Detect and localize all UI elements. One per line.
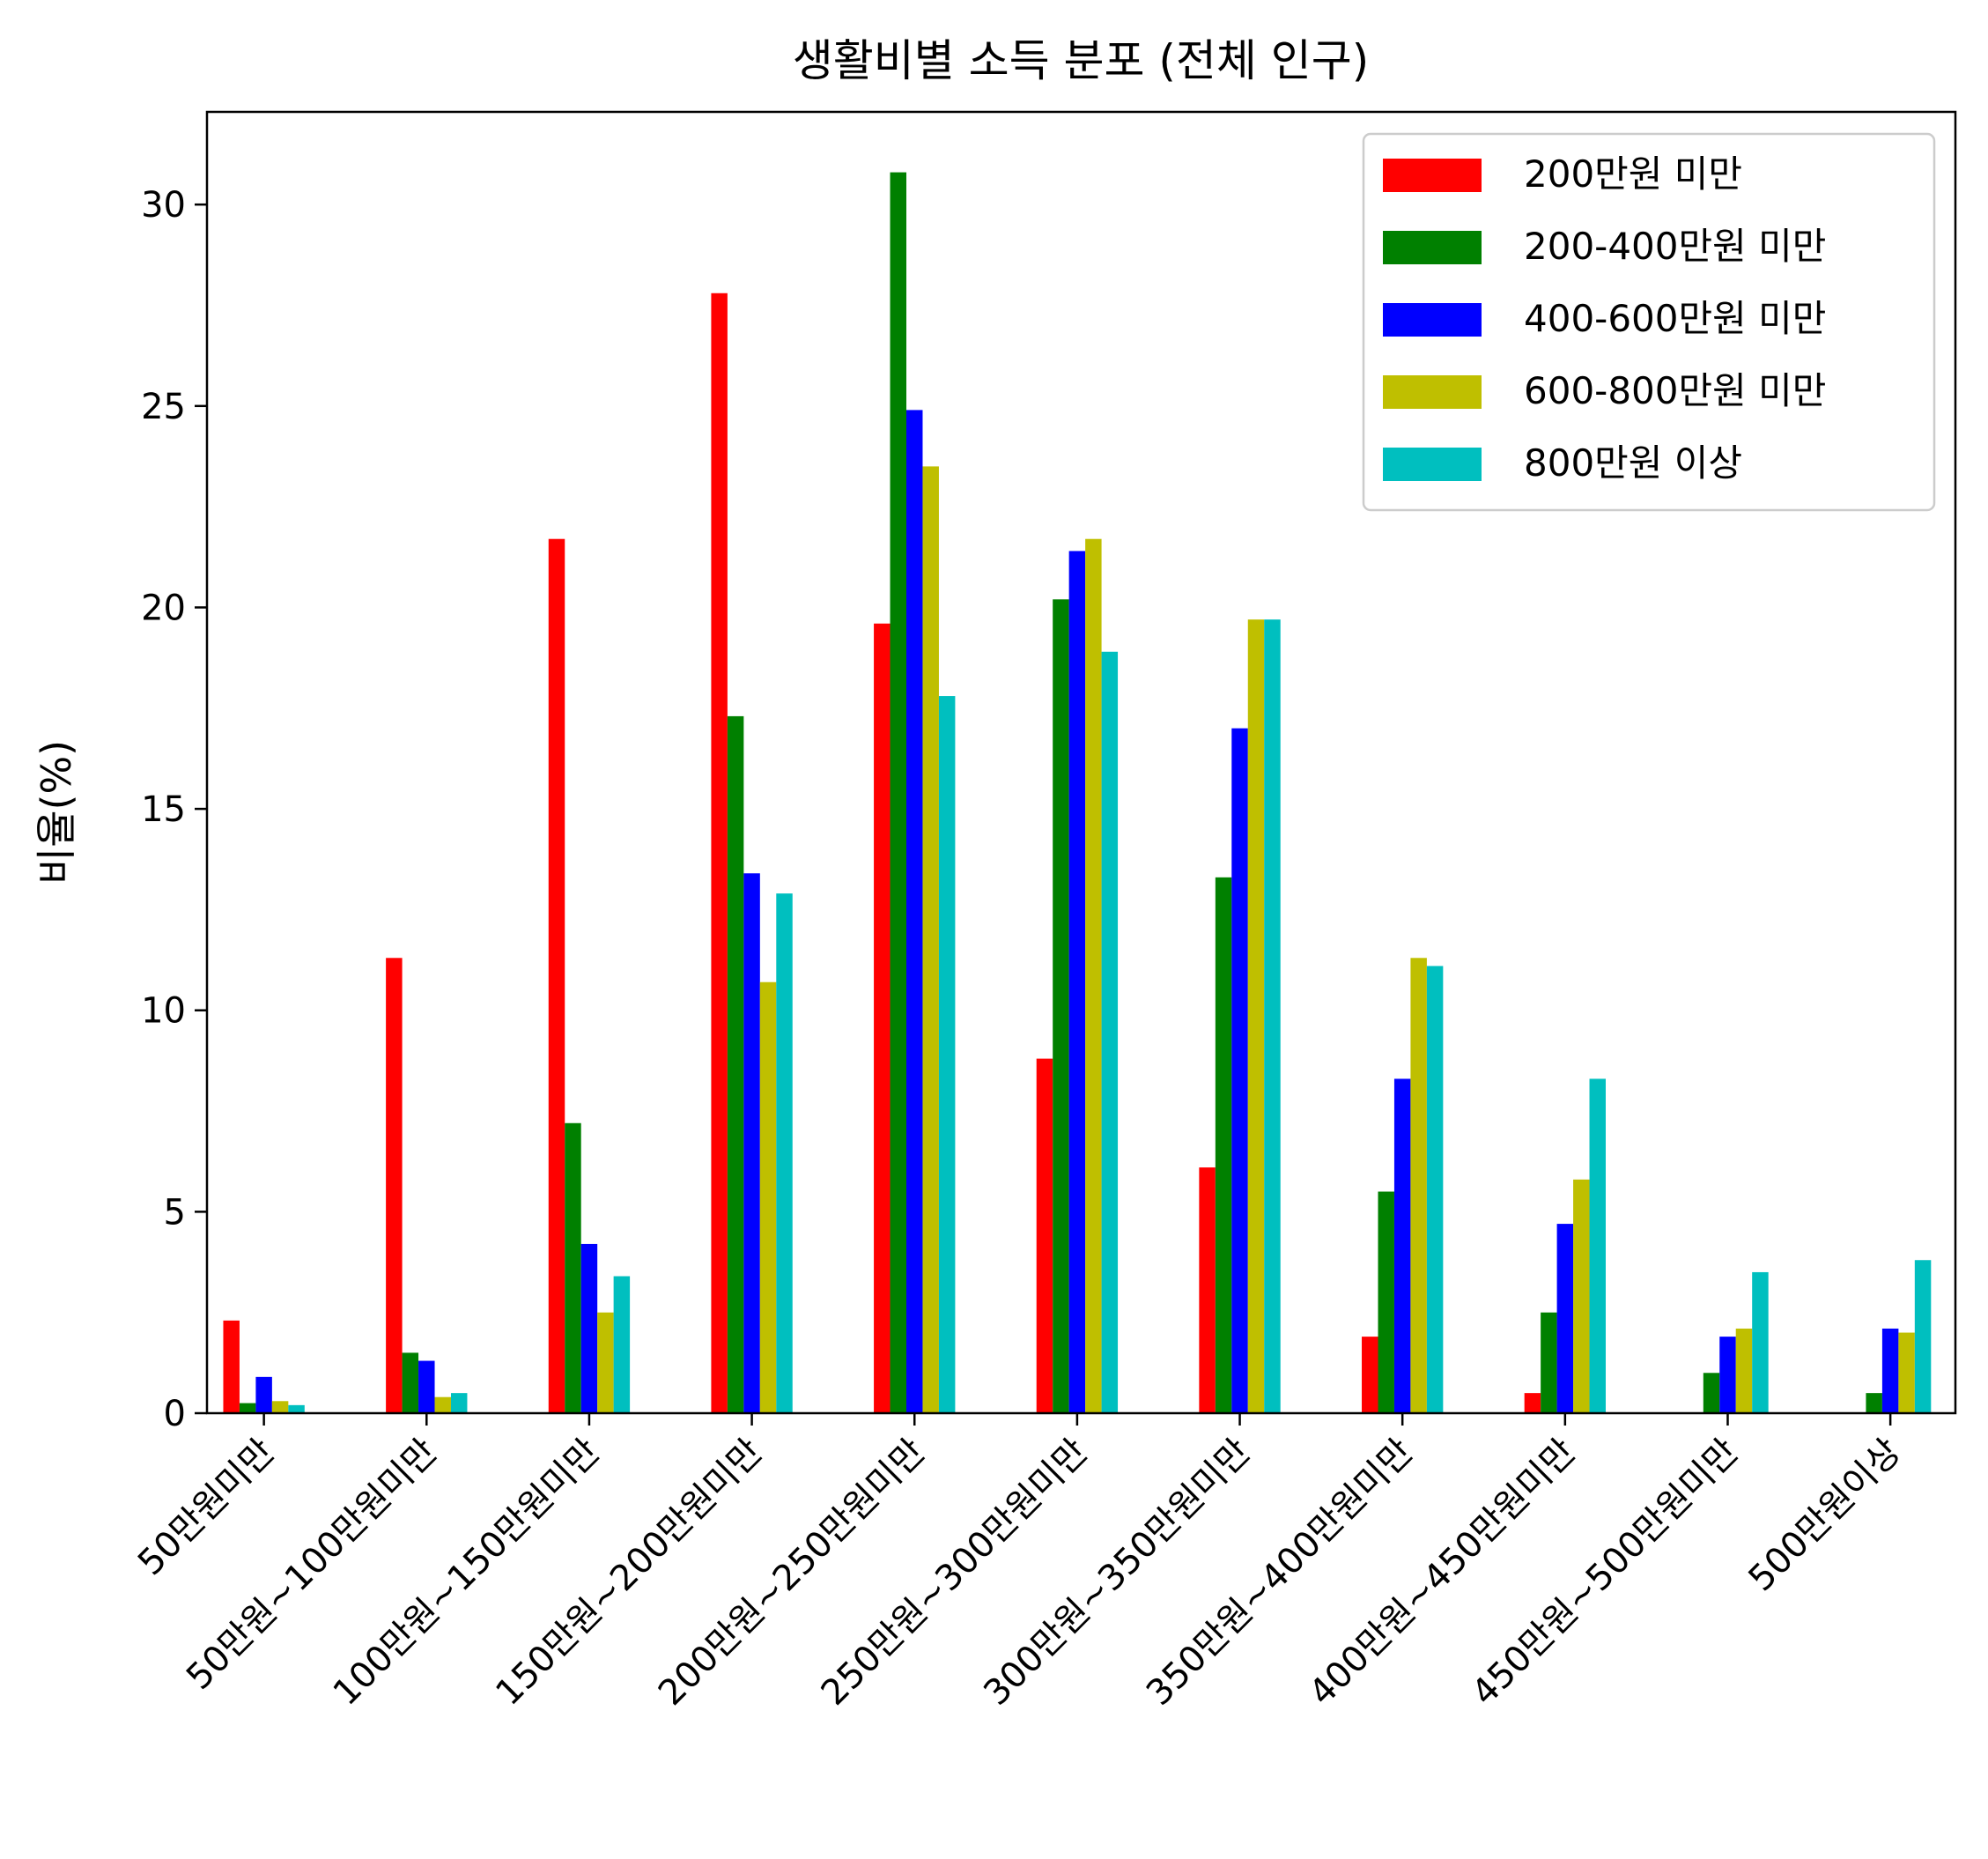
y-tick-label: 30: [141, 185, 186, 226]
bar-series3-cat6: [1247, 619, 1265, 1413]
legend-label: 800만원 이상: [1524, 441, 1742, 485]
bar-series0-cat4: [874, 623, 891, 1413]
legend-swatch: [1383, 303, 1482, 337]
bar-series0-cat7: [1362, 1337, 1378, 1413]
bar-series1-cat2: [565, 1122, 581, 1413]
bar-series2-cat6: [1231, 728, 1248, 1413]
y-tick-label: 0: [164, 1394, 186, 1434]
bar-series2-cat10: [1881, 1328, 1899, 1413]
x-tick-label: 300만원~350만원미만: [976, 1432, 1258, 1714]
bar-series1-cat0: [239, 1403, 256, 1413]
x-tick-label: 50만원미만: [130, 1432, 283, 1584]
bar-series2-cat7: [1393, 1078, 1411, 1413]
bar-series0-cat2: [548, 538, 565, 1413]
bar-series3-cat10: [1898, 1332, 1915, 1413]
bar-series1-cat10: [1866, 1393, 1882, 1413]
x-tick-label: 500만원이상: [1741, 1432, 1910, 1600]
bar-series4-cat1: [450, 1393, 468, 1413]
y-axis-title: 비율(%): [33, 740, 80, 885]
bar-series1-cat6: [1215, 877, 1232, 1413]
y-tick-label: 20: [141, 588, 186, 628]
legend-box: [1362, 132, 1936, 512]
bar-series2-cat1: [418, 1360, 435, 1413]
bars-layer: [223, 172, 1932, 1414]
legend-swatch: [1383, 159, 1482, 192]
bar-series4-cat8: [1589, 1078, 1606, 1413]
x-tick-label: 100만원~150만원미만: [326, 1432, 608, 1714]
bar-series0-cat0: [223, 1320, 240, 1413]
bar-series4-cat6: [1264, 619, 1281, 1413]
bar-series4-cat0: [288, 1404, 305, 1413]
bar-series2-cat8: [1556, 1224, 1574, 1413]
x-tick-label: 450만원~500만원미만: [1464, 1432, 1746, 1714]
bar-series3-cat5: [1085, 538, 1102, 1413]
legend-swatch: [1383, 231, 1482, 264]
bar-series2-cat5: [1068, 551, 1086, 1413]
bar-series2-cat9: [1719, 1337, 1736, 1413]
bar-series3-cat7: [1410, 958, 1427, 1413]
x-tick-label: 200만원~250만원미만: [651, 1432, 933, 1714]
y-tick-label: 5: [164, 1192, 186, 1233]
bar-series0-cat1: [386, 958, 403, 1413]
legend: 200만원 미만 200-400만원 미만 400-600만원 미만 600-800만…: [1362, 132, 1936, 512]
bar-series1-cat5: [1053, 599, 1069, 1413]
y-tick-label: 15: [141, 789, 186, 830]
x-tick-label: 400만원~450만원미만: [1302, 1432, 1584, 1714]
bar-series1-cat8: [1541, 1312, 1557, 1413]
bar-series3-cat0: [271, 1401, 289, 1413]
bar-series1-cat3: [727, 715, 744, 1413]
bar-series3-cat9: [1735, 1328, 1753, 1413]
bar-series0-cat6: [1199, 1167, 1216, 1413]
x-axis: 50만원미만50만원~100만원미만100만원~150만원미만150만원~200…: [130, 1413, 1909, 1714]
legend-label: 400-600만원 미만: [1524, 297, 1826, 340]
x-tick-label: 250만원~300만원미만: [814, 1432, 1096, 1714]
bar-series2-cat0: [255, 1376, 272, 1413]
x-tick-label: 350만원~400만원미만: [1139, 1432, 1421, 1714]
bar-series2-cat2: [580, 1243, 598, 1413]
legend-label: 200만원 미만: [1524, 152, 1742, 196]
x-tick-label: 150만원~200만원미만: [488, 1432, 770, 1714]
bar-series3-cat4: [922, 466, 939, 1413]
chart-title: 생활비별 소득 분포 (전체 인구): [793, 35, 1370, 86]
bar-series4-cat5: [1101, 651, 1119, 1413]
bar-series2-cat4: [906, 410, 923, 1413]
legend-label: 600-800만원 미만: [1524, 369, 1826, 412]
bar-series1-cat1: [402, 1352, 419, 1413]
bar-series4-cat3: [776, 893, 793, 1413]
bar-series1-cat4: [890, 172, 906, 1414]
bar-series2-cat3: [743, 873, 760, 1413]
bar-series3-cat2: [597, 1312, 614, 1413]
bar-series1-cat9: [1703, 1373, 1720, 1413]
bar-series4-cat9: [1752, 1271, 1769, 1413]
y-tick-label: 25: [141, 387, 186, 427]
bar-series4-cat10: [1914, 1260, 1932, 1413]
bar-series3-cat8: [1573, 1179, 1590, 1413]
bar-series0-cat5: [1036, 1058, 1053, 1413]
bar-series3-cat3: [759, 981, 777, 1413]
legend-label: 200-400만원 미만: [1524, 225, 1826, 268]
bar-series3-cat1: [434, 1396, 451, 1413]
y-tick-label: 10: [141, 991, 186, 1032]
bar-series1-cat7: [1378, 1191, 1394, 1413]
legend-swatch: [1383, 375, 1482, 409]
bar-series4-cat7: [1426, 966, 1444, 1413]
bar-series4-cat4: [938, 696, 956, 1413]
bar-series0-cat3: [711, 293, 728, 1413]
bar-series4-cat2: [613, 1276, 631, 1413]
bar-series0-cat8: [1524, 1393, 1541, 1413]
plot-frame: [205, 110, 1957, 1415]
y-axis: 0 5 10 15 20 25 30: [141, 185, 207, 1434]
legend-swatch: [1383, 448, 1482, 481]
